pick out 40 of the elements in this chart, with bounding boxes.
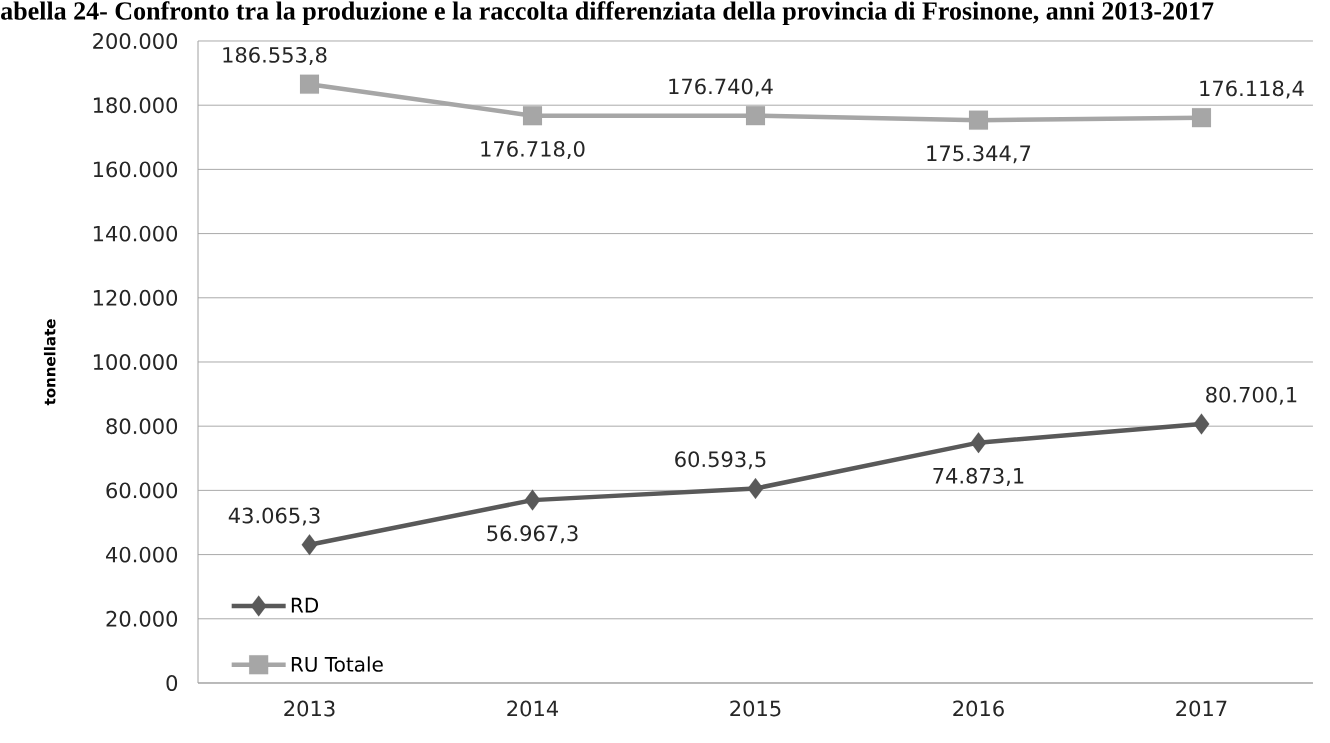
y-tick-label: 80.000 — [106, 418, 178, 435]
chart-title: abella 24- Confronto tra la produzione e la raccolta differenziata della provincia di Frosinone, anni 2013-2017 — [1, 1, 1214, 26]
point — [968, 110, 989, 130]
data-label: 56.967,3 — [487, 525, 578, 544]
y-axis-title: tonnellate — [43, 319, 56, 406]
x-tick-label: 2016 — [953, 700, 1004, 717]
data-label: 176.718,0 — [481, 140, 585, 159]
point — [1193, 413, 1210, 435]
legend-label: RD — [291, 597, 319, 613]
point — [745, 106, 766, 126]
point — [747, 477, 764, 500]
x-tick-label: 2013 — [284, 700, 335, 717]
data-label: 175.344,7 — [927, 145, 1031, 164]
x-tick-label: 2014 — [507, 700, 559, 717]
y-tick-label: 140.000 — [93, 225, 178, 242]
y-tick-label: 40.000 — [106, 546, 178, 563]
data-label: 176.740,4 — [669, 78, 773, 97]
y-tick-label: 0 — [166, 675, 178, 691]
x-tick-label: 2015 — [730, 700, 781, 717]
point — [524, 489, 541, 511]
y-tick-label: 200.000 — [93, 33, 178, 49]
y-tick-label: 180.000 — [93, 97, 178, 114]
legend-label: RU Totale — [291, 656, 383, 672]
data-label: 60.593,5 — [675, 451, 766, 470]
data-label: 80.700,1 — [1206, 386, 1297, 405]
y-tick-label: 160.000 — [93, 161, 178, 178]
data-label: 43.065,3 — [228, 507, 320, 526]
point — [970, 432, 987, 454]
x-tick-label: 2017 — [1176, 700, 1227, 717]
point — [522, 106, 543, 126]
point — [301, 534, 318, 556]
data-label: 74.873,1 — [933, 467, 1024, 486]
data-label: 186.553,8 — [223, 46, 327, 65]
y-tick-label: 60.000 — [106, 482, 178, 499]
point — [1191, 108, 1212, 128]
data-label: 176.118,4 — [1200, 80, 1304, 99]
y-tick-label: 120.000 — [93, 289, 178, 306]
point — [299, 74, 320, 94]
y-tick-label: 100.000 — [93, 354, 178, 370]
y-tick-label: 20.000 — [106, 610, 178, 627]
